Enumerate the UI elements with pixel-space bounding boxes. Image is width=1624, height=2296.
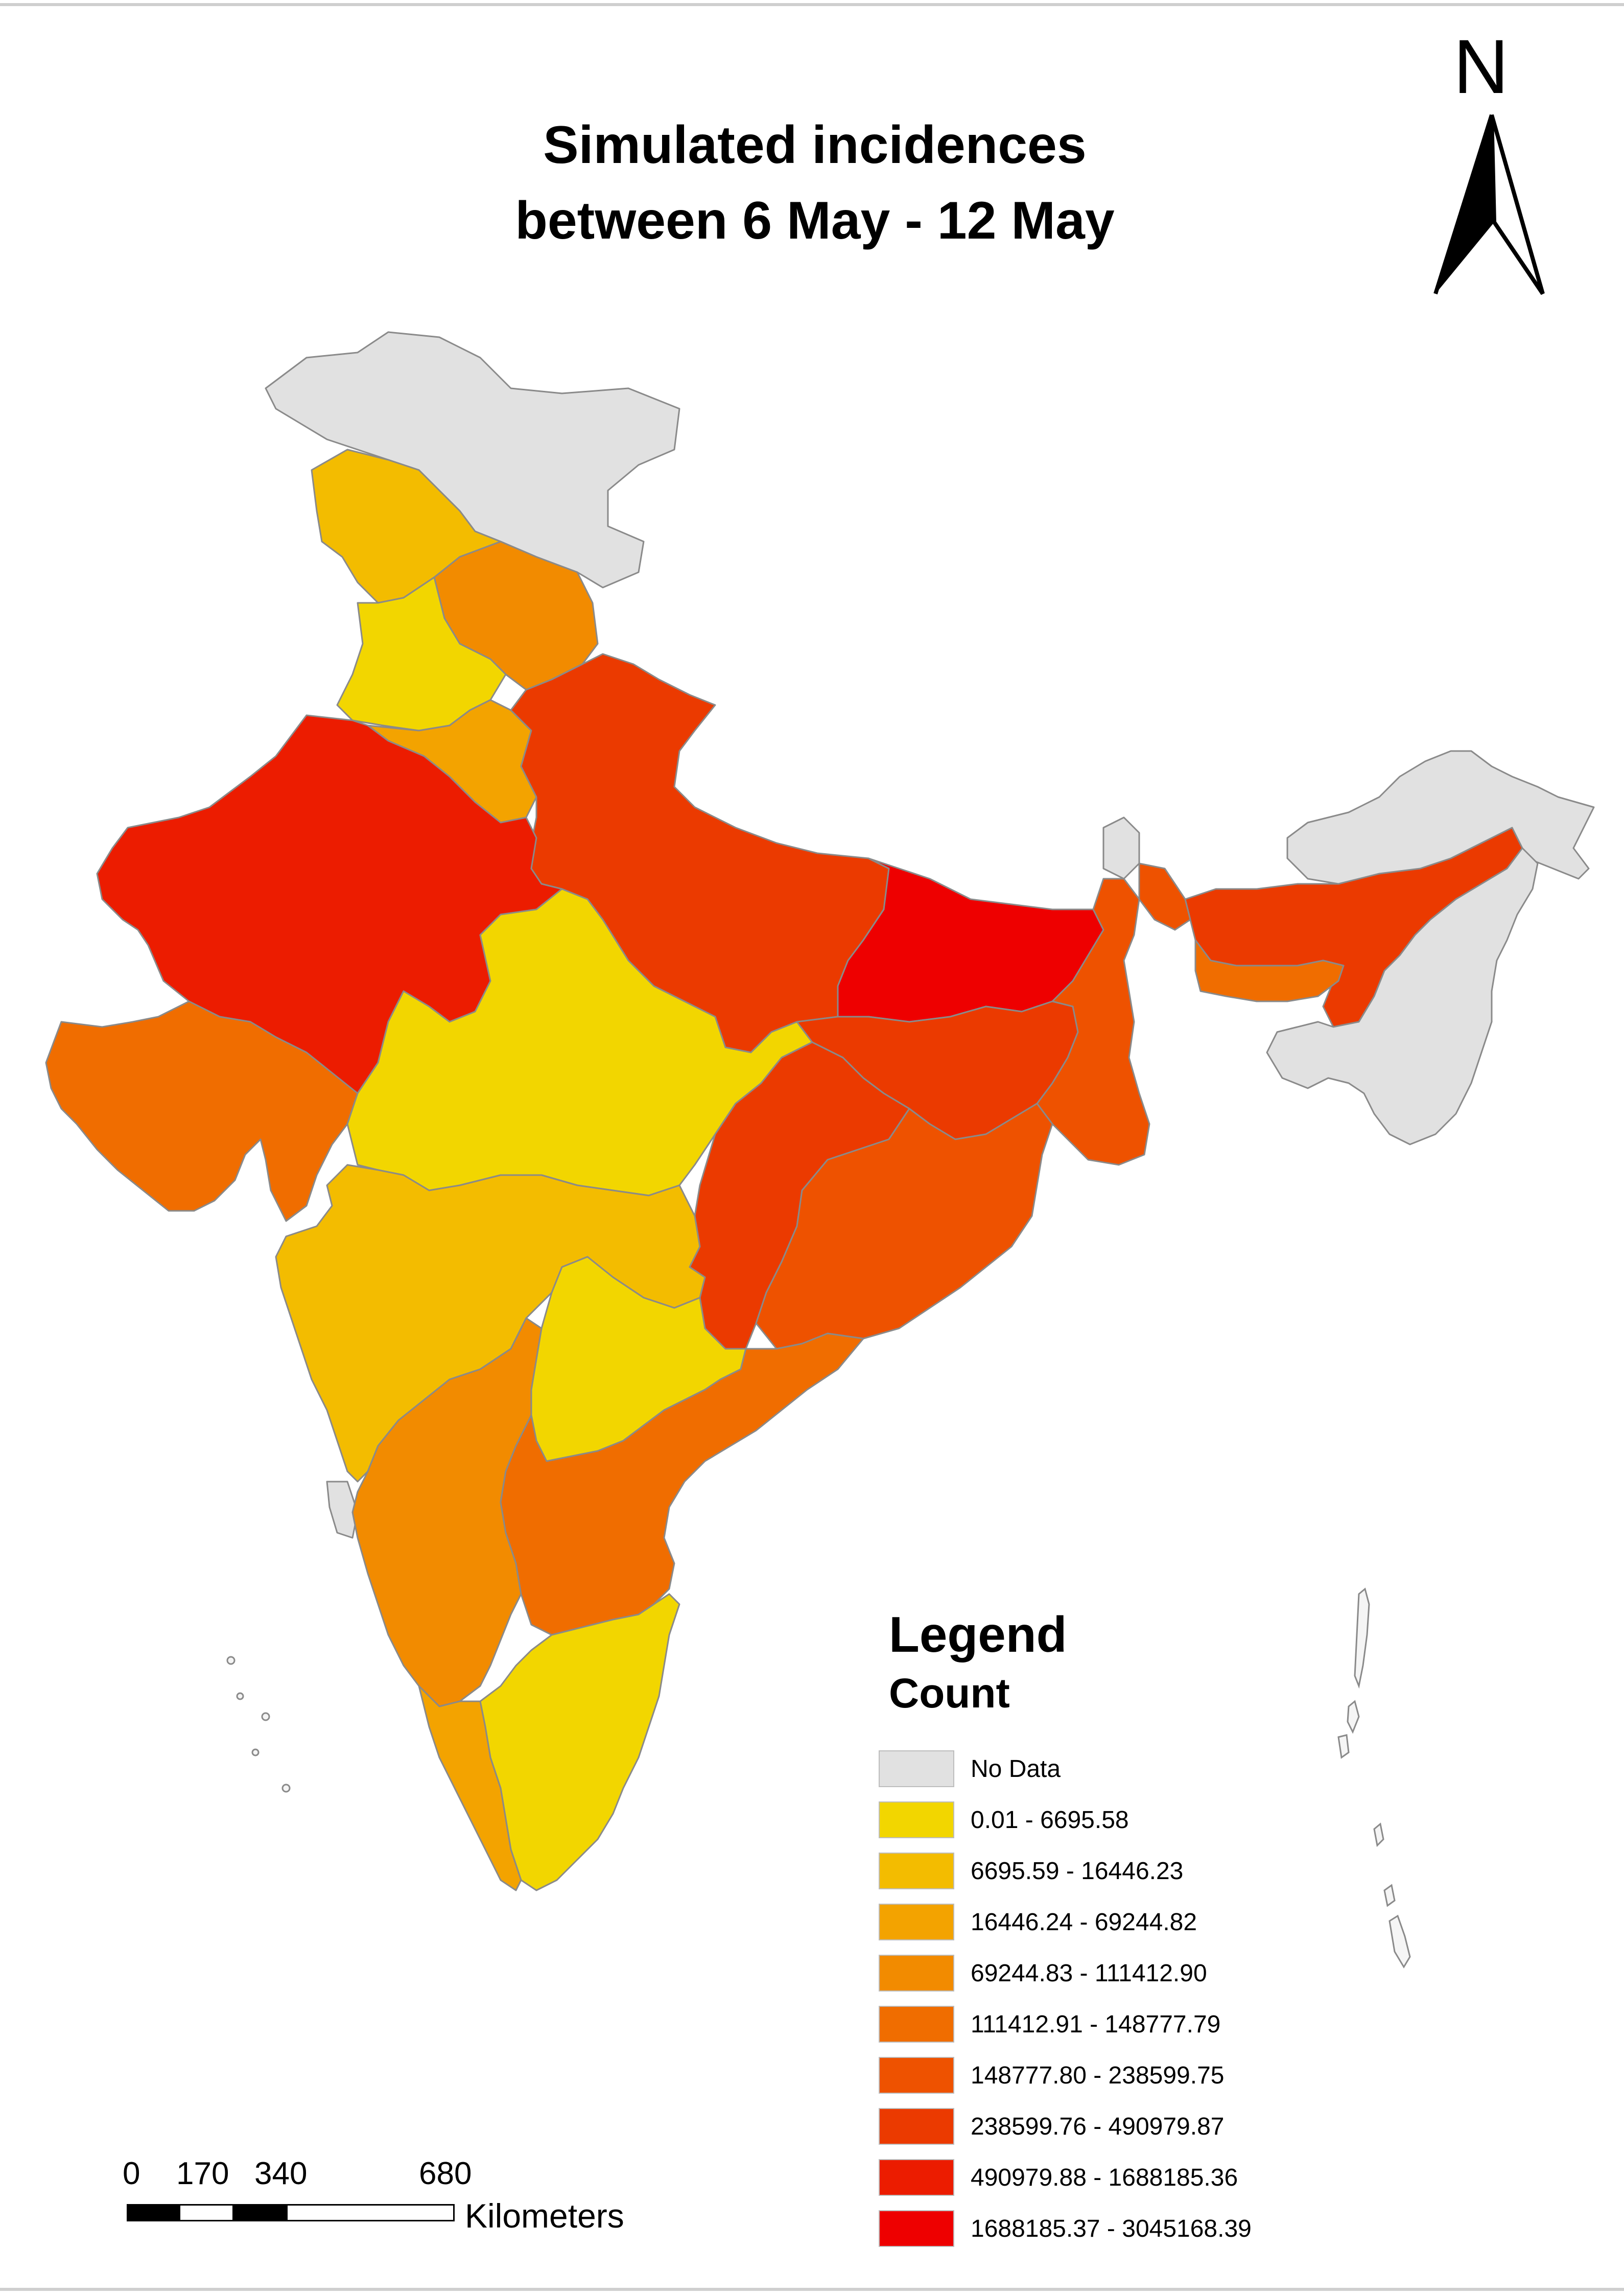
north-arrow-icon <box>1433 114 1545 295</box>
title-line-1: Simulated incidences <box>543 115 1087 175</box>
region-northeast-nodata <box>1266 847 1539 1145</box>
legend-item: 238599.76 - 490979.87 <box>879 2101 1338 2152</box>
legend-swatch <box>879 1853 954 1889</box>
legend-subtitle: Count <box>889 1670 1010 1717</box>
legend-swatch <box>879 1904 954 1940</box>
legend-item: 16446.24 - 69244.82 <box>879 1896 1338 1948</box>
legend-item: 148777.80 - 238599.75 <box>879 2050 1338 2101</box>
legend-swatch <box>879 2057 954 2094</box>
legend: Legend Count No Data 0.01 - 6695.58 6695.5… <box>879 1604 1338 2254</box>
scale-unit: Kilometers <box>465 2197 624 2235</box>
scale-segment-4 <box>286 2204 455 2221</box>
legend-label: 69244.83 - 111412.90 <box>971 1959 1207 1987</box>
legend-swatch <box>879 1750 954 1787</box>
legend-swatch <box>879 1955 954 1992</box>
region-siliguri-corridor <box>1138 862 1191 931</box>
legend-label: 16446.24 - 69244.82 <box>971 1908 1197 1936</box>
legend-swatch <box>879 2108 954 2145</box>
legend-item: 1688185.37 - 3045168.39 <box>879 2203 1338 2254</box>
region-odisha <box>755 1103 1053 1350</box>
legend-swatch <box>879 2006 954 2043</box>
region-arunachal-pradesh <box>1286 750 1595 885</box>
bottom-frame-line <box>0 2288 1624 2291</box>
region-kerala <box>418 1685 522 1891</box>
top-frame-line <box>0 3 1624 6</box>
region-andhra-pradesh <box>500 1332 864 1636</box>
legend-swatch <box>879 2159 954 2196</box>
legend-item: 490979.88 - 1688185.36 <box>879 2152 1338 2203</box>
region-sikkim <box>1102 816 1140 880</box>
map-title: Simulated incidences between 6 May - 12 … <box>307 107 1323 259</box>
legend-label: 238599.76 - 490979.87 <box>971 2113 1225 2140</box>
legend-label: 1688185.37 - 3045168.39 <box>971 2215 1252 2242</box>
scale-bar: 0 170 340 680 Kilometers <box>123 2156 659 2258</box>
scale-segment-3 <box>232 2204 288 2221</box>
lakshadweep-islands <box>226 1656 291 1793</box>
legend-swatch <box>879 2210 954 2247</box>
legend-label: No Data <box>971 1755 1061 1783</box>
region-gujarat <box>45 1000 359 1222</box>
legend-label: 490979.88 - 1688185.36 <box>971 2164 1238 2191</box>
title-line-2: between 6 May - 12 May <box>515 191 1115 250</box>
scale-tick-340: 340 <box>254 2156 308 2191</box>
region-goa <box>326 1481 359 1539</box>
legend-label: 111412.91 - 148777.79 <box>971 2010 1221 2038</box>
scale-tick-170: 170 <box>176 2156 229 2191</box>
legend-item: No Data <box>879 1743 1338 1794</box>
scale-segment-1 <box>127 2204 180 2221</box>
legend-label: 148777.80 - 238599.75 <box>971 2061 1225 2089</box>
scale-tick-680: 680 <box>419 2156 472 2191</box>
north-label: N <box>1453 24 1509 109</box>
legend-label: 0.01 - 6695.58 <box>971 1806 1129 1834</box>
legend-list: No Data 0.01 - 6695.58 6695.59 - 16446.23 1… <box>879 1743 1338 2254</box>
legend-title: Legend <box>889 1606 1067 1662</box>
legend-swatch <box>879 1801 954 1838</box>
scale-tick-0: 0 <box>123 2156 140 2191</box>
legend-item: 69244.83 - 111412.90 <box>879 1948 1338 1999</box>
legend-item: 0.01 - 6695.58 <box>879 1794 1338 1845</box>
legend-item: 111412.91 - 148777.79 <box>879 1999 1338 2050</box>
legend-label: 6695.59 - 16446.23 <box>971 1857 1184 1885</box>
legend-item: 6695.59 - 16446.23 <box>879 1845 1338 1896</box>
scale-segment-2 <box>179 2204 234 2221</box>
andaman-nicobar-islands <box>1337 1587 1411 1969</box>
region-meghalaya <box>1194 939 1345 1002</box>
